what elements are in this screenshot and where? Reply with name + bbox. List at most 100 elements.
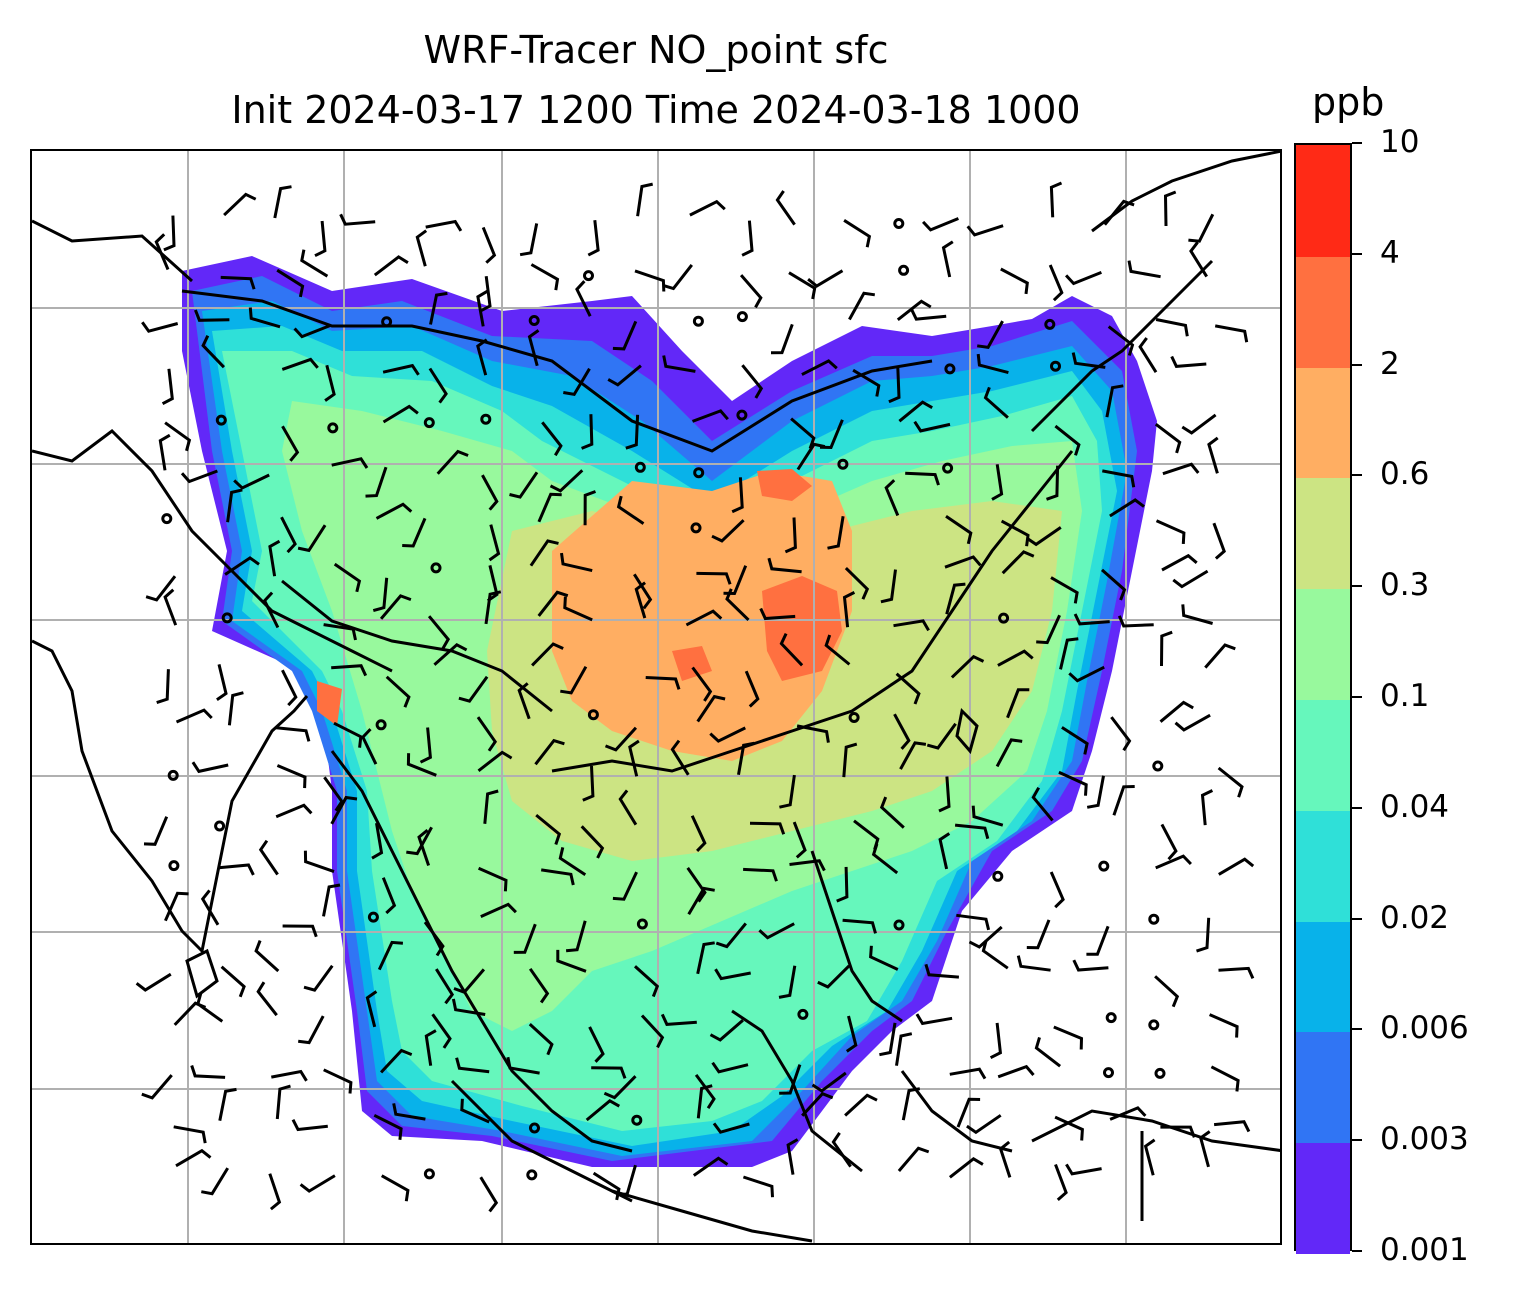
colorbar-segment (1296, 699, 1350, 811)
wind-barb (1160, 630, 1173, 667)
wind-barb (164, 891, 189, 922)
colorbar-segment (1296, 1031, 1350, 1144)
wind-barb (686, 867, 707, 903)
wind-barb (275, 803, 313, 819)
wind-barb (382, 363, 420, 376)
wind-barb (842, 918, 877, 934)
wind-barb (1189, 241, 1208, 278)
wind-barb (1046, 465, 1060, 501)
wind-barb (976, 320, 1004, 350)
wind-barb (871, 843, 899, 875)
wind-barb (1086, 775, 1105, 809)
coastline-kamchatka (1091, 151, 1280, 233)
wind-barb (361, 728, 378, 765)
wind-barb (779, 1064, 802, 1095)
wind-barb (1210, 1065, 1240, 1092)
wind-barb (377, 940, 404, 971)
calm-wind-circle (423, 417, 435, 429)
wind-barb (417, 828, 431, 866)
calm-wind-circle (214, 820, 226, 832)
calm-wind-circle (161, 513, 173, 525)
wind-barb (163, 215, 176, 252)
wind-barb (180, 469, 218, 484)
wind-barb (915, 1013, 953, 1026)
wind-barb (375, 502, 413, 520)
calm-wind-circle (1098, 860, 1110, 872)
colorbar-tick (1352, 1028, 1362, 1031)
wind-barb (893, 713, 911, 750)
wind-barb (852, 368, 881, 397)
wind-barb (164, 421, 192, 452)
wind-barb (1026, 526, 1062, 547)
wind-barb (842, 591, 856, 628)
wind-barb (275, 1084, 291, 1120)
wind-barb (425, 219, 463, 232)
wind-barb (1174, 713, 1211, 732)
calm-wind-circle (1044, 318, 1056, 330)
wind-barb (1188, 213, 1215, 243)
wind-barb (692, 1156, 729, 1177)
wind-barb (831, 1132, 852, 1168)
field-level-2-b (757, 469, 812, 501)
calm-wind-circle (942, 462, 954, 474)
calm-wind-circle (893, 919, 905, 931)
colorbar-tick (1352, 1139, 1362, 1142)
calm-wind-circle (690, 522, 702, 534)
wind-barb (633, 965, 660, 998)
wind-barb (983, 386, 1009, 419)
wind-barb (801, 359, 838, 376)
wind-barb (1218, 857, 1255, 876)
wind-barb (428, 367, 448, 404)
wind-barb (625, 414, 640, 450)
wind-barb (415, 229, 428, 267)
wind-barb (880, 569, 897, 604)
chart-title-line1: WRF-Tracer NO_point sfc (423, 28, 889, 72)
wind-barb (324, 364, 336, 402)
wind-barb (175, 1148, 212, 1168)
coastline-sri-lanka (185, 948, 219, 999)
wind-barb (299, 1174, 336, 1193)
wind-barb (848, 291, 876, 321)
wind-barb (392, 1103, 426, 1121)
coastline-sumatra (450, 1079, 633, 1203)
wind-barb (607, 364, 642, 387)
wind-barb (455, 1057, 490, 1074)
wind-barb (944, 555, 982, 569)
wind-barb (905, 471, 940, 486)
wind-barb (938, 776, 951, 813)
wind-barb (1196, 917, 1211, 953)
wind-barb (1049, 181, 1063, 218)
wind-barb (451, 998, 486, 1016)
wind-barb (1155, 318, 1189, 337)
wind-barb (582, 765, 595, 802)
wind-barb (419, 727, 432, 764)
wind-barb (563, 596, 593, 622)
wind-barb (796, 724, 830, 743)
wind-barb (616, 1164, 637, 1197)
wind-barb (948, 1156, 984, 1179)
wind-barbs (135, 181, 1255, 1213)
wind-barb (537, 492, 562, 523)
wind-barb (488, 524, 501, 562)
wind-barb (323, 1068, 353, 1094)
wind-barb (1026, 919, 1051, 950)
wind-barb (945, 582, 966, 615)
wind-barb (1053, 1025, 1084, 1050)
wind-barb (1170, 355, 1207, 368)
calm-wind-circle (583, 270, 594, 282)
wind-barb (842, 742, 858, 778)
wind-barb (612, 871, 638, 901)
wind-barb (141, 1074, 173, 1100)
wind-barb (696, 694, 726, 723)
wind-barb (991, 464, 1004, 501)
coastline-indochina (330, 750, 633, 1153)
calm-wind-circle (1050, 360, 1061, 372)
wind-barb (323, 623, 357, 641)
wind-barb (1036, 614, 1061, 645)
wind-barb (744, 670, 760, 708)
wind-barb (591, 1066, 627, 1079)
calm-wind-circle (1154, 1067, 1166, 1079)
colorbar-tick-label: 4 (1380, 234, 1400, 271)
calm-wind-circles (161, 218, 1166, 1181)
wind-barb (406, 753, 437, 777)
